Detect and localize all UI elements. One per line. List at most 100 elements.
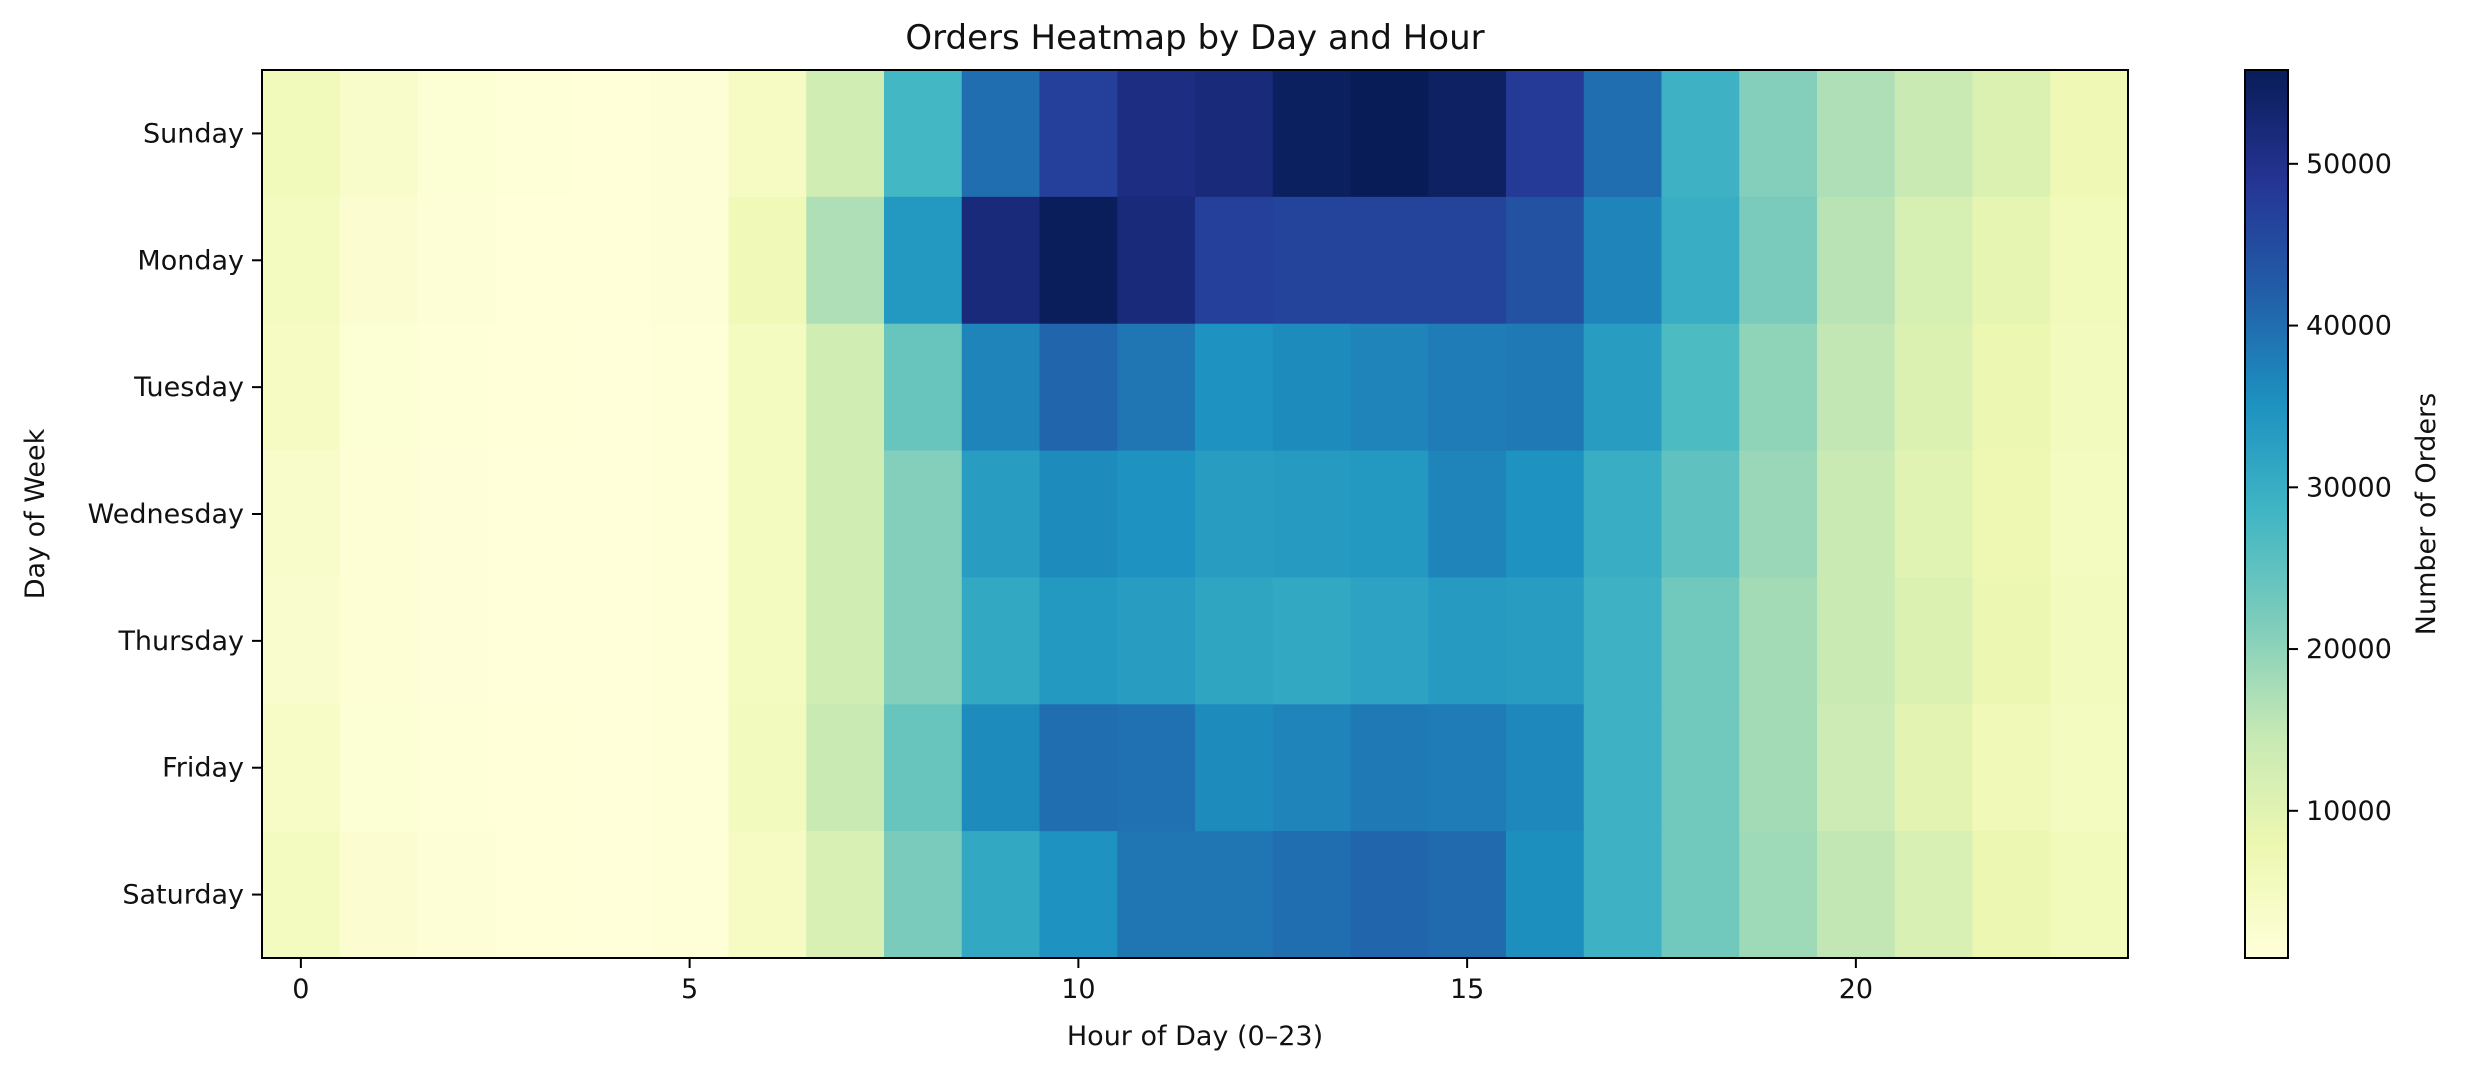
y-tick-label-tuesday: Tuesday bbox=[133, 372, 244, 403]
heatmap-cell-thursday-22 bbox=[1972, 577, 2051, 705]
colorbar-tick-label: 20000 bbox=[2306, 634, 2392, 665]
heatmap-cell-wednesday-12 bbox=[1195, 450, 1274, 579]
y-tick-label-friday: Friday bbox=[162, 753, 244, 784]
heatmap-cell-tuesday-14 bbox=[1350, 323, 1429, 452]
heatmap-cell-thursday-18 bbox=[1661, 577, 1740, 705]
heatmap-cell-friday-21 bbox=[1894, 704, 1974, 832]
heatmap-cell-thursday-13 bbox=[1272, 577, 1352, 705]
heatmap-cell-saturday-12 bbox=[1195, 831, 1274, 959]
heatmap-cell-monday-2 bbox=[417, 196, 496, 325]
heatmap-cell-wednesday-18 bbox=[1661, 450, 1740, 579]
heatmap-cell-wednesday-10 bbox=[1039, 450, 1118, 579]
heatmap-cell-sunday-2 bbox=[417, 70, 496, 198]
heatmap-cell-friday-23 bbox=[2050, 704, 2129, 832]
heatmap-cell-monday-3 bbox=[495, 196, 574, 325]
heatmap-cell-wednesday-8 bbox=[884, 450, 963, 579]
heatmap-cell-tuesday-19 bbox=[1739, 323, 1818, 452]
heatmap-cell-tuesday-2 bbox=[417, 323, 496, 452]
heatmap-cell-thursday-12 bbox=[1195, 577, 1274, 705]
heatmap-cell-wednesday-0 bbox=[262, 450, 341, 579]
y-axis-label: Day of Week bbox=[20, 428, 51, 599]
heatmap-cell-monday-21 bbox=[1894, 196, 1974, 325]
heatmap-cell-tuesday-15 bbox=[1428, 323, 1507, 452]
heatmap-cell-sunday-16 bbox=[1506, 70, 1585, 198]
heatmap-cell-sunday-5 bbox=[650, 70, 730, 198]
heatmap-cell-saturday-16 bbox=[1506, 831, 1585, 959]
heatmap-cell-thursday-2 bbox=[417, 577, 496, 705]
heatmap-cell-monday-4 bbox=[573, 196, 652, 325]
heatmap-cell-saturday-3 bbox=[495, 831, 574, 959]
heatmap-cell-sunday-21 bbox=[1894, 70, 1974, 198]
heatmap-cell-friday-2 bbox=[417, 704, 496, 832]
heatmap-cell-tuesday-23 bbox=[2050, 323, 2129, 452]
heatmap-cell-tuesday-11 bbox=[1117, 323, 1196, 452]
heatmap-cell-monday-9 bbox=[961, 196, 1041, 325]
heatmap-cell-sunday-11 bbox=[1117, 70, 1196, 198]
heatmap-cells bbox=[262, 70, 2129, 959]
heatmap-cell-friday-3 bbox=[495, 704, 574, 832]
heatmap-cell-tuesday-22 bbox=[1972, 323, 2051, 452]
heatmap-cell-monday-6 bbox=[728, 196, 807, 325]
heatmap-cell-friday-22 bbox=[1972, 704, 2051, 832]
colorbar-tick-label: 40000 bbox=[2306, 311, 2392, 342]
heatmap-cell-monday-16 bbox=[1506, 196, 1585, 325]
heatmap-cell-saturday-10 bbox=[1039, 831, 1118, 959]
heatmap-cell-sunday-1 bbox=[339, 70, 419, 198]
heatmap-cell-friday-5 bbox=[650, 704, 730, 832]
heatmap-cell-thursday-6 bbox=[728, 577, 807, 705]
heatmap-cell-monday-19 bbox=[1739, 196, 1818, 325]
heatmap-cell-saturday-1 bbox=[339, 831, 419, 959]
heatmap-cell-tuesday-4 bbox=[573, 323, 652, 452]
heatmap-cell-sunday-10 bbox=[1039, 70, 1118, 198]
heatmap-cell-friday-6 bbox=[728, 704, 807, 832]
colorbar-label: Number of Orders bbox=[2411, 393, 2442, 635]
heatmap-cell-monday-15 bbox=[1428, 196, 1507, 325]
chart-title: Orders Heatmap by Day and Hour bbox=[905, 18, 1484, 58]
heatmap-cell-thursday-15 bbox=[1428, 577, 1507, 705]
x-tick-label: 0 bbox=[292, 974, 309, 1005]
heatmap-cell-sunday-17 bbox=[1583, 70, 1663, 198]
heatmap-cell-wednesday-17 bbox=[1583, 450, 1663, 579]
heatmap-cell-thursday-7 bbox=[806, 577, 885, 705]
heatmap-cell-sunday-20 bbox=[1817, 70, 1896, 198]
heatmap-cell-thursday-17 bbox=[1583, 577, 1663, 705]
heatmap-cell-monday-23 bbox=[2050, 196, 2129, 325]
heatmap-cell-tuesday-1 bbox=[339, 323, 419, 452]
heatmap-cell-saturday-19 bbox=[1739, 831, 1818, 959]
heatmap-cell-monday-20 bbox=[1817, 196, 1896, 325]
heatmap-cell-tuesday-3 bbox=[495, 323, 574, 452]
y-tick-label-thursday: Thursday bbox=[117, 626, 244, 657]
colorbar-tick-label: 10000 bbox=[2306, 796, 2392, 827]
heatmap-cell-saturday-2 bbox=[417, 831, 496, 959]
heatmap-cell-thursday-0 bbox=[262, 577, 341, 705]
heatmap-cell-tuesday-8 bbox=[884, 323, 963, 452]
x-axis-label: Hour of Day (0–23) bbox=[1067, 1021, 1323, 1052]
heatmap-cell-saturday-15 bbox=[1428, 831, 1507, 959]
heatmap-cell-sunday-3 bbox=[495, 70, 574, 198]
heatmap-cell-wednesday-2 bbox=[417, 450, 496, 579]
heatmap-cell-wednesday-13 bbox=[1272, 450, 1352, 579]
heatmap-cell-sunday-23 bbox=[2050, 70, 2129, 198]
heatmap-cell-friday-16 bbox=[1506, 704, 1585, 832]
y-axis-ticks: Sunday Monday Tuesday Wednesday Thursday Frid… bbox=[88, 118, 262, 911]
x-tick-label: 10 bbox=[1061, 974, 1095, 1005]
heatmap-cell-sunday-6 bbox=[728, 70, 807, 198]
heatmap-cell-friday-14 bbox=[1350, 704, 1429, 832]
heatmap-cell-sunday-9 bbox=[961, 70, 1041, 198]
heatmap-cell-friday-20 bbox=[1817, 704, 1896, 832]
heatmap-cell-saturday-23 bbox=[2050, 831, 2129, 959]
heatmap-cell-tuesday-16 bbox=[1506, 323, 1585, 452]
heatmap-cell-wednesday-16 bbox=[1506, 450, 1585, 579]
heatmap-cell-monday-1 bbox=[339, 196, 419, 325]
heatmap-cell-tuesday-7 bbox=[806, 323, 885, 452]
heatmap-cell-friday-0 bbox=[262, 704, 341, 832]
heatmap-cell-monday-11 bbox=[1117, 196, 1196, 325]
heatmap-cell-thursday-11 bbox=[1117, 577, 1196, 705]
heatmap-cell-tuesday-10 bbox=[1039, 323, 1118, 452]
heatmap-cell-thursday-5 bbox=[650, 577, 730, 705]
heatmap-cell-saturday-8 bbox=[884, 831, 963, 959]
heatmap-cell-saturday-17 bbox=[1583, 831, 1663, 959]
heatmap-cell-thursday-8 bbox=[884, 577, 963, 705]
heatmap-cell-sunday-7 bbox=[806, 70, 885, 198]
heatmap-cell-sunday-22 bbox=[1972, 70, 2051, 198]
